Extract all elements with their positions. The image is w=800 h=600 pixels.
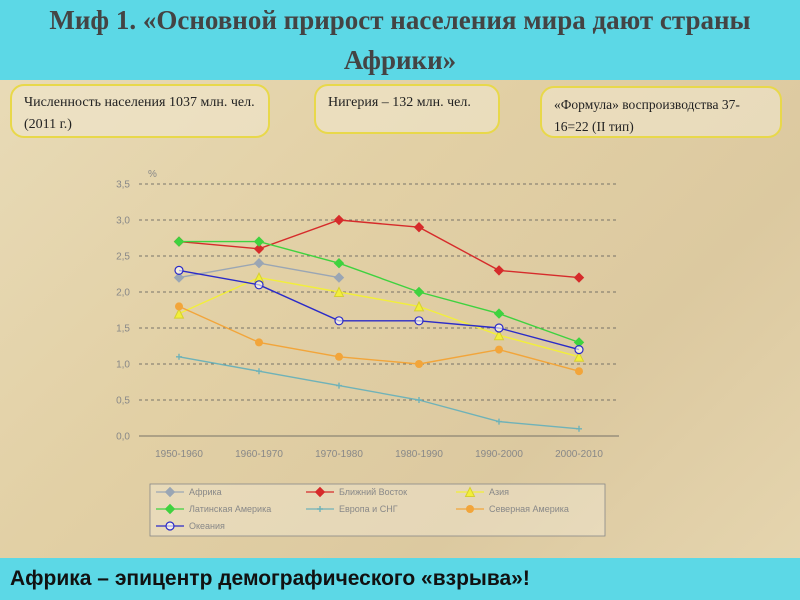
title-bar: Миф 1. «Основной прирост населения мира … xyxy=(0,0,800,80)
y-tick-label: 3,5 xyxy=(116,180,130,191)
series-line xyxy=(178,276,580,358)
legend-marker xyxy=(164,503,176,515)
x-tick-label: 1970-1980 xyxy=(315,449,363,460)
legend-marker xyxy=(165,521,175,531)
y-tick-label: 0,5 xyxy=(116,396,130,407)
series-line xyxy=(178,219,580,279)
legend-label: Латинская Америка xyxy=(189,504,271,514)
nigeria-note: Нигерия – 132 млн. чел. xyxy=(314,84,500,134)
data-point xyxy=(256,368,262,375)
data-point xyxy=(253,236,265,247)
data-point xyxy=(333,272,345,283)
data-point xyxy=(253,257,265,269)
legend-box xyxy=(149,483,606,537)
data-point xyxy=(494,323,504,333)
legend-label: Европа и СНГ xyxy=(339,504,398,514)
series-line xyxy=(179,240,580,344)
data-point xyxy=(414,316,424,326)
data-point xyxy=(573,351,585,362)
data-point xyxy=(254,280,264,290)
data-point xyxy=(493,265,505,276)
y-tick-label: 1,5 xyxy=(116,324,130,335)
legend-marker xyxy=(466,505,474,513)
data-point xyxy=(576,425,582,432)
data-point xyxy=(333,257,345,269)
legend-label: Азия xyxy=(489,487,509,497)
data-point xyxy=(176,353,182,360)
data-point xyxy=(413,300,425,312)
data-point xyxy=(495,345,503,354)
legend-marker xyxy=(314,486,326,498)
data-point xyxy=(415,360,423,368)
legend-marker xyxy=(317,506,323,512)
data-point xyxy=(175,302,183,311)
data-point xyxy=(493,329,505,341)
legend-label: Северная Америка xyxy=(489,504,569,514)
y-tick-label: 3,0 xyxy=(116,216,130,227)
x-tick-label: 2000-2010 xyxy=(555,449,603,460)
legend-label: Ближний Восток xyxy=(339,487,407,497)
data-point xyxy=(174,265,184,275)
reproduction-formula-note: «Формула» воспроизводства 37-16=22 (II т… xyxy=(540,86,782,138)
y-tick-label: 0,0 xyxy=(116,432,130,443)
data-point xyxy=(413,221,425,233)
y-tick-label: 2,0 xyxy=(116,288,130,299)
y-tick-label: 2,5 xyxy=(116,252,130,263)
data-point xyxy=(493,308,505,319)
footer-slogan: Африка – эпицентр демографического «взры… xyxy=(10,567,530,590)
data-point xyxy=(575,367,583,376)
data-point xyxy=(333,214,345,226)
series-line xyxy=(178,305,580,372)
data-point xyxy=(333,286,345,297)
data-point xyxy=(573,272,585,283)
data-point xyxy=(173,236,185,247)
population-note: Численность населения 1037 млн. чел. (20… xyxy=(10,84,270,138)
series-line xyxy=(178,269,580,351)
y-axis-label: % xyxy=(148,169,157,180)
data-point xyxy=(574,345,584,355)
y-tick-label: 1,0 xyxy=(116,360,130,371)
data-point xyxy=(336,382,342,389)
data-point xyxy=(335,352,343,361)
x-tick-label: 1950-1960 xyxy=(155,449,203,460)
data-point xyxy=(416,397,422,403)
slide-title: Миф 1. «Основной прирост населения мира … xyxy=(49,5,751,75)
data-point xyxy=(334,316,344,326)
x-tick-label: 1960-1970 xyxy=(235,449,283,460)
growth-rate-line-chart: 0,0 0,5 1,0 1,5 2,0 2,5 3,0 3,5% 1950-1960 1960-1… xyxy=(116,169,619,537)
series-line xyxy=(178,356,580,430)
data-point xyxy=(413,286,425,298)
x-tick-label: 1990-2000 xyxy=(475,449,523,460)
legend-label: Африка xyxy=(189,487,222,497)
data-point xyxy=(255,338,263,347)
x-tick-label: 1980-1990 xyxy=(395,449,443,460)
legend-marker xyxy=(464,486,476,497)
data-point xyxy=(173,307,185,319)
legend-marker xyxy=(164,486,176,498)
data-point xyxy=(496,418,502,425)
data-point xyxy=(173,272,185,283)
footer-bar: Африка – эпицентр демографического «взры… xyxy=(0,558,800,600)
data-point xyxy=(253,243,265,255)
legend-label: Океания xyxy=(189,521,225,531)
